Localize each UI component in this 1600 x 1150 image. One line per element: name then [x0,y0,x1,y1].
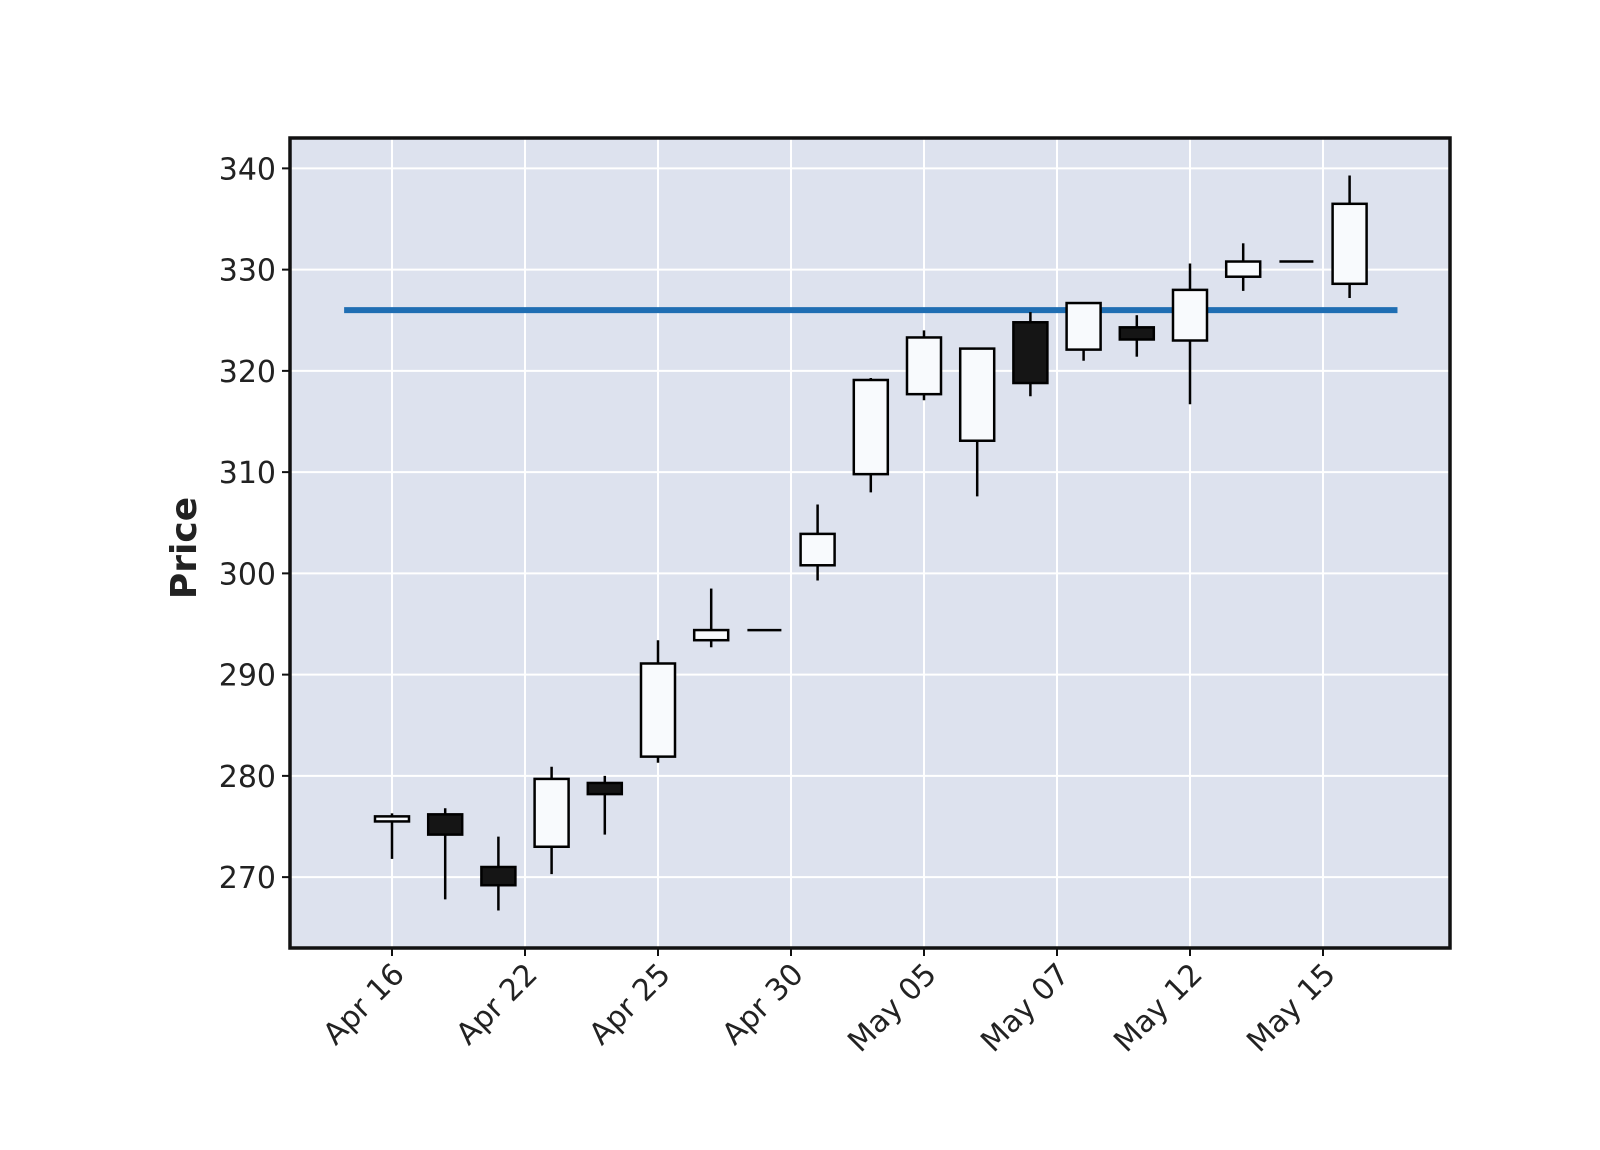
candle [639,640,677,763]
candle [1118,315,1156,357]
y-tick-label: 340 [219,152,276,187]
candle [533,766,570,875]
candle-body [426,813,464,836]
x-tick-label: Apr 16 [316,957,411,1052]
candle [1065,301,1102,361]
y-tick-label: 300 [219,557,276,592]
candle [1331,175,1368,298]
candle-body [852,378,890,476]
y-tick-label: 320 [219,355,276,390]
y-tick-label: 280 [219,760,276,795]
x-tick-label: May 07 [974,957,1076,1059]
candle [852,377,890,493]
candle-body [1065,301,1102,351]
x-tick-label: May 05 [841,957,943,1059]
candle [905,330,943,401]
candle-body [480,865,517,887]
y-tick-label: 330 [219,254,276,289]
candles-group [373,175,1368,911]
y-axis-title: Price [164,497,205,599]
x-tick-label: May 12 [1107,957,1209,1059]
candle [1224,243,1262,291]
y-tick-label: 290 [219,659,276,694]
candle-body [1331,202,1368,286]
candle-body [799,532,836,567]
y-tick-label: 270 [219,861,276,896]
candle [426,808,464,900]
candle-body [373,815,411,823]
x-tick-label: Apr 30 [715,957,810,1052]
candle [1012,312,1049,397]
candle-body [586,781,624,796]
x-tick-label: Apr 22 [449,957,544,1052]
candle [958,347,996,497]
candle-body [1118,326,1156,341]
plot-frame [288,136,1452,950]
candle [586,775,624,835]
candle [692,588,730,648]
plot-area [290,138,1450,948]
candle-body [958,347,996,442]
candle-body [905,336,943,396]
candle-body [1224,260,1262,278]
candle [1171,263,1209,405]
candle-body [692,628,730,642]
candle-body [639,662,677,758]
y-tick-label: 310 [219,456,276,491]
candle-body [1012,321,1049,385]
candle [799,504,836,581]
candle [373,813,411,859]
x-tick-label: Apr 25 [582,957,677,1052]
candle-body [533,777,570,848]
x-axis: Apr 16 Apr 22 Apr 25 Apr 30 May 05 May 07 May … [316,948,1343,1059]
x-tick-label: May 15 [1240,957,1342,1059]
candle [480,836,517,911]
y-axis: 270 280 290 300 310 320 330 340 [219,152,290,896]
candle-body [1171,288,1209,342]
